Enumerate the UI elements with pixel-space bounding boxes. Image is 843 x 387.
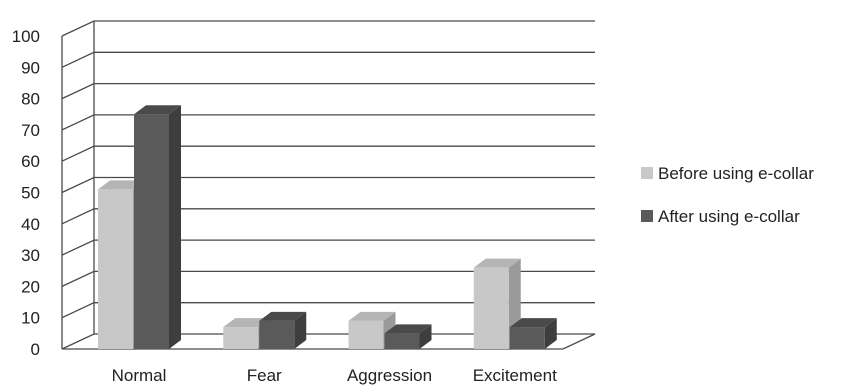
y-tick-labels: 0 10 20 30 40 50 60 70 80 90 100 xyxy=(12,27,40,359)
bar-front xyxy=(348,320,384,349)
y-tick-label: 30 xyxy=(21,246,40,265)
bar-top xyxy=(259,311,307,321)
bar-top xyxy=(98,180,145,190)
bar-front xyxy=(384,333,420,349)
y-tick-label: 70 xyxy=(21,121,40,140)
gridline xyxy=(61,82,595,100)
category-label: Normal xyxy=(112,366,167,385)
bar-side xyxy=(169,105,181,349)
bar-front xyxy=(259,320,295,349)
bar-front xyxy=(223,327,259,349)
bar xyxy=(384,324,432,349)
legend: Before using e-collar After using e-colla… xyxy=(641,164,814,226)
y-tick-label: 60 xyxy=(21,152,40,171)
bar-top xyxy=(223,318,271,328)
y-tick-label: 10 xyxy=(21,309,40,328)
bar xyxy=(134,105,181,349)
bar-front xyxy=(509,327,545,349)
bar-top xyxy=(509,318,557,328)
legend-label: After using e-collar xyxy=(658,207,800,226)
bar xyxy=(259,311,307,349)
legend-swatch xyxy=(641,167,653,179)
y-tick-label: 80 xyxy=(21,90,40,109)
bar-top xyxy=(384,324,432,334)
bar-side xyxy=(544,318,557,349)
category-label: Aggression xyxy=(347,366,432,385)
y-tick-label: 20 xyxy=(21,277,40,296)
legend-label: Before using e-collar xyxy=(658,164,814,183)
category-label: Fear xyxy=(247,366,282,385)
bar-front xyxy=(134,114,169,349)
y-tick-label: 100 xyxy=(12,27,40,46)
bar-top xyxy=(348,311,396,321)
bar-front xyxy=(98,189,133,349)
y-tick-label: 0 xyxy=(31,340,40,359)
category-labels: Normal Fear Aggression Excitement xyxy=(112,366,557,385)
gridline xyxy=(61,51,595,68)
y-tick-label: 50 xyxy=(21,184,40,203)
y-tick-label: 40 xyxy=(21,215,40,234)
bar-top xyxy=(134,105,181,115)
bar-front xyxy=(473,267,509,349)
y-tick-label: 90 xyxy=(21,58,40,77)
bar-top xyxy=(473,258,521,268)
bar-side xyxy=(294,311,307,349)
gridline xyxy=(61,20,595,37)
bars xyxy=(98,105,557,349)
category-label: Excitement xyxy=(473,366,557,385)
bar-side xyxy=(419,324,432,349)
legend-swatch xyxy=(641,210,653,222)
bar xyxy=(509,318,557,349)
